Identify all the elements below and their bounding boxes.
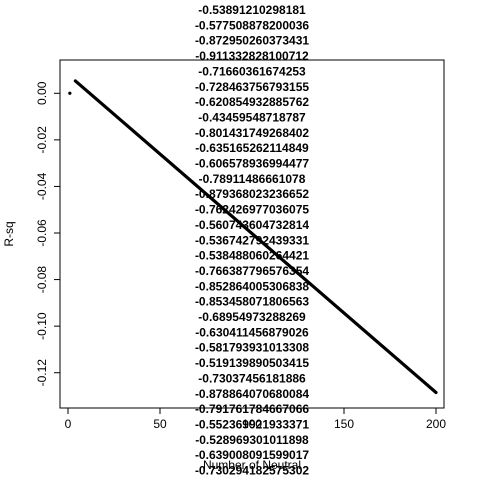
title-line: -0.872950260373431 <box>195 34 309 48</box>
title-line: -0.911332828100712 <box>195 49 309 63</box>
title-line: -0.581793931013308 <box>195 341 309 355</box>
x-tick-label: 50 <box>153 417 167 431</box>
title-line: -0.73037456181886 <box>198 371 306 385</box>
title-line: -0.606578936994477 <box>195 157 309 171</box>
x-tick-label: 0 <box>65 417 72 431</box>
title-line: -0.635165262114849 <box>195 141 309 155</box>
y-tick-label: 0.00 <box>35 81 49 105</box>
y-tick-label: -0.04 <box>35 172 49 200</box>
y-axis-title: R-sq <box>2 221 16 246</box>
title-line: -0.791761784667066 <box>195 402 309 416</box>
title-line: -0.552369921933371 <box>195 417 309 431</box>
y-tick-label: -0.10 <box>35 312 49 340</box>
title-line: -0.538488060264421 <box>195 249 309 263</box>
data-point <box>68 92 71 95</box>
y-tick-label: -0.08 <box>35 266 49 294</box>
title-line: -0.68954973288269 <box>198 310 306 324</box>
title-line: -0.53891210298181 <box>198 3 306 17</box>
title-line: -0.519139890503415 <box>195 356 309 370</box>
title-line: -0.852864005306838 <box>195 279 309 293</box>
title-line: -0.879368023236652 <box>195 187 309 201</box>
x-tick-label: 200 <box>426 417 446 431</box>
y-tick-label: -0.02 <box>35 126 49 154</box>
title-line: -0.577508878200036 <box>195 18 309 32</box>
title-line: -0.801431749268402 <box>195 126 309 140</box>
title-line: -0.762426977036075 <box>195 203 309 217</box>
title-line: -0.620854932885762 <box>195 95 309 109</box>
y-tick-label: -0.12 <box>35 359 49 387</box>
title-line: -0.560743604732814 <box>195 218 309 232</box>
title-line: -0.878864070680084 <box>195 387 309 401</box>
title-line: -0.528969301011898 <box>195 433 309 447</box>
title-line: -0.853458071806563 <box>195 295 309 309</box>
y-tick-label: -0.06 <box>35 219 49 247</box>
x-axis-title: Number of Neutral <box>203 458 301 472</box>
title-line: -0.78911486661078 <box>199 172 306 186</box>
x-tick-label: 150 <box>334 417 354 431</box>
title-line: -0.728463756793155 <box>195 80 309 94</box>
title-line: -0.71660361674253 <box>198 64 306 78</box>
title-line: -0.630411456879026 <box>195 325 309 339</box>
title-line: -0.766387796576354 <box>195 264 309 278</box>
title-line: -0.43459548718787 <box>198 110 306 124</box>
title-line: -0.536742792439331 <box>195 233 309 247</box>
chart-title: -0.53891210298181-0.577508878200036 -0.87… <box>195 3 309 480</box>
